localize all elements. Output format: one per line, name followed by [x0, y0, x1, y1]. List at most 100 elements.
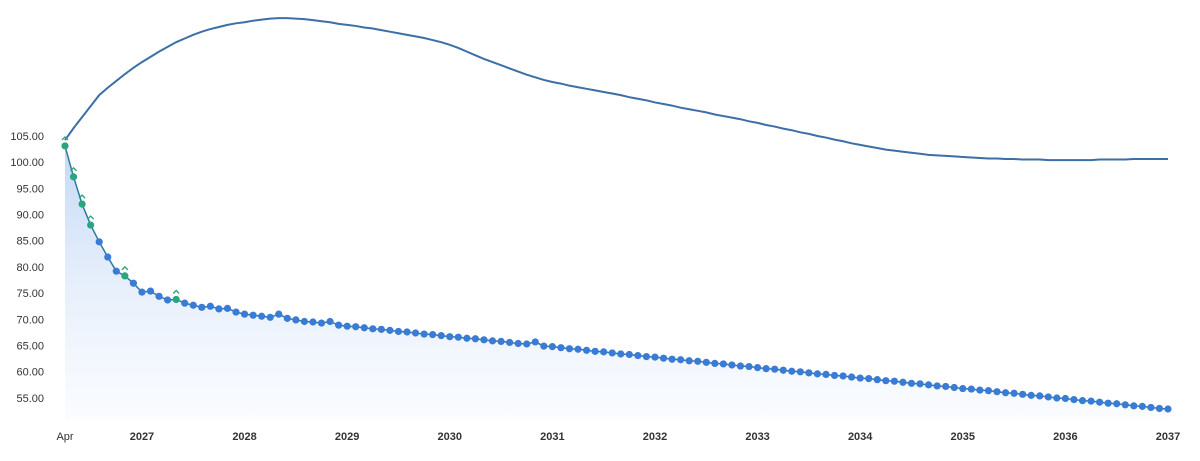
data-point	[1147, 403, 1155, 412]
data-point	[155, 292, 163, 300]
x-tick-label: 2036	[1053, 431, 1077, 443]
data-point	[548, 343, 556, 351]
data-point	[95, 238, 103, 246]
data-point	[223, 304, 232, 312]
data-point	[642, 352, 651, 361]
data-point	[343, 322, 351, 330]
data-point	[582, 346, 591, 354]
data-point	[506, 338, 514, 347]
data-point	[779, 366, 787, 374]
data-point	[309, 318, 317, 326]
data-point	[437, 332, 445, 340]
data-point	[1095, 398, 1104, 406]
data-point	[258, 312, 266, 320]
data-point	[882, 377, 890, 385]
data-point	[1078, 397, 1087, 405]
data-point	[976, 386, 984, 394]
data-point	[1164, 405, 1172, 413]
data-point	[112, 267, 120, 275]
point-caret	[121, 265, 129, 271]
data-point	[454, 333, 462, 341]
data-point	[471, 335, 480, 343]
data-point	[540, 342, 548, 350]
data-point	[121, 272, 129, 280]
data-point	[189, 301, 197, 309]
point-caret	[70, 166, 78, 172]
y-tick-label: 80.00	[16, 262, 44, 274]
point-caret	[87, 215, 95, 220]
data-point	[668, 355, 676, 363]
data-point	[890, 377, 898, 385]
data-point	[711, 359, 719, 368]
data-point	[796, 368, 804, 376]
y-tick-label: 55.00	[16, 393, 44, 405]
y-tick-label: 90.00	[16, 210, 44, 222]
data-point	[78, 200, 86, 208]
data-point	[1130, 402, 1138, 410]
data-point	[702, 358, 710, 366]
data-point	[104, 253, 112, 261]
data-point	[164, 296, 172, 304]
data-point	[600, 348, 608, 356]
data-point	[1061, 394, 1069, 403]
data-point	[1070, 395, 1078, 404]
y-tick-label: 60.00	[16, 367, 44, 379]
data-point	[232, 308, 240, 316]
data-point	[411, 329, 420, 337]
data-point	[651, 353, 659, 361]
data-point	[745, 362, 753, 371]
data-point	[1036, 392, 1044, 400]
data-point	[146, 287, 155, 295]
x-tick-label: 2033	[745, 431, 769, 443]
data-point	[685, 357, 693, 365]
data-point	[856, 374, 864, 382]
point-caret	[172, 289, 180, 294]
data-point	[1001, 389, 1010, 397]
data-point	[830, 371, 839, 380]
data-point	[839, 372, 847, 380]
data-point	[292, 316, 300, 324]
data-point	[736, 362, 745, 370]
data-point	[728, 361, 736, 369]
data-point	[1027, 391, 1035, 399]
data-point	[591, 347, 599, 355]
data-point	[916, 380, 924, 388]
data-point	[1087, 397, 1095, 405]
data-point	[950, 383, 958, 392]
data-point	[805, 369, 813, 377]
y-tick-label: 65.00	[16, 341, 44, 353]
data-point	[822, 370, 830, 379]
data-point	[300, 317, 309, 326]
data-point	[377, 325, 385, 333]
y-tick-label: 105.00	[10, 131, 44, 143]
data-point	[429, 330, 437, 339]
data-point	[403, 328, 411, 336]
series-line	[64, 17, 1168, 162]
x-tick-label: 2031	[540, 431, 564, 443]
data-point	[249, 311, 257, 319]
y-tick-label: 75.00	[16, 288, 44, 300]
data-point	[617, 350, 625, 358]
point-caret	[78, 194, 86, 199]
data-point	[1010, 389, 1018, 397]
data-point	[924, 381, 933, 389]
data-point	[206, 302, 214, 310]
data-point	[993, 388, 1001, 396]
data-point	[369, 325, 377, 333]
data-point	[497, 337, 505, 345]
x-tick-label: 2030	[438, 431, 462, 443]
x-tick-label: 2035	[951, 431, 975, 443]
data-point	[480, 336, 488, 344]
x-tick-label: 2029	[335, 431, 359, 443]
data-point	[959, 384, 967, 393]
series-line	[64, 145, 1169, 410]
data-point	[172, 295, 180, 304]
data-point	[514, 339, 522, 348]
data-point	[942, 382, 950, 391]
y-tick-label: 85.00	[16, 236, 44, 248]
data-point	[753, 363, 762, 372]
data-point	[446, 333, 454, 341]
data-point	[283, 314, 291, 322]
data-point	[719, 360, 727, 368]
data-point	[69, 173, 78, 181]
